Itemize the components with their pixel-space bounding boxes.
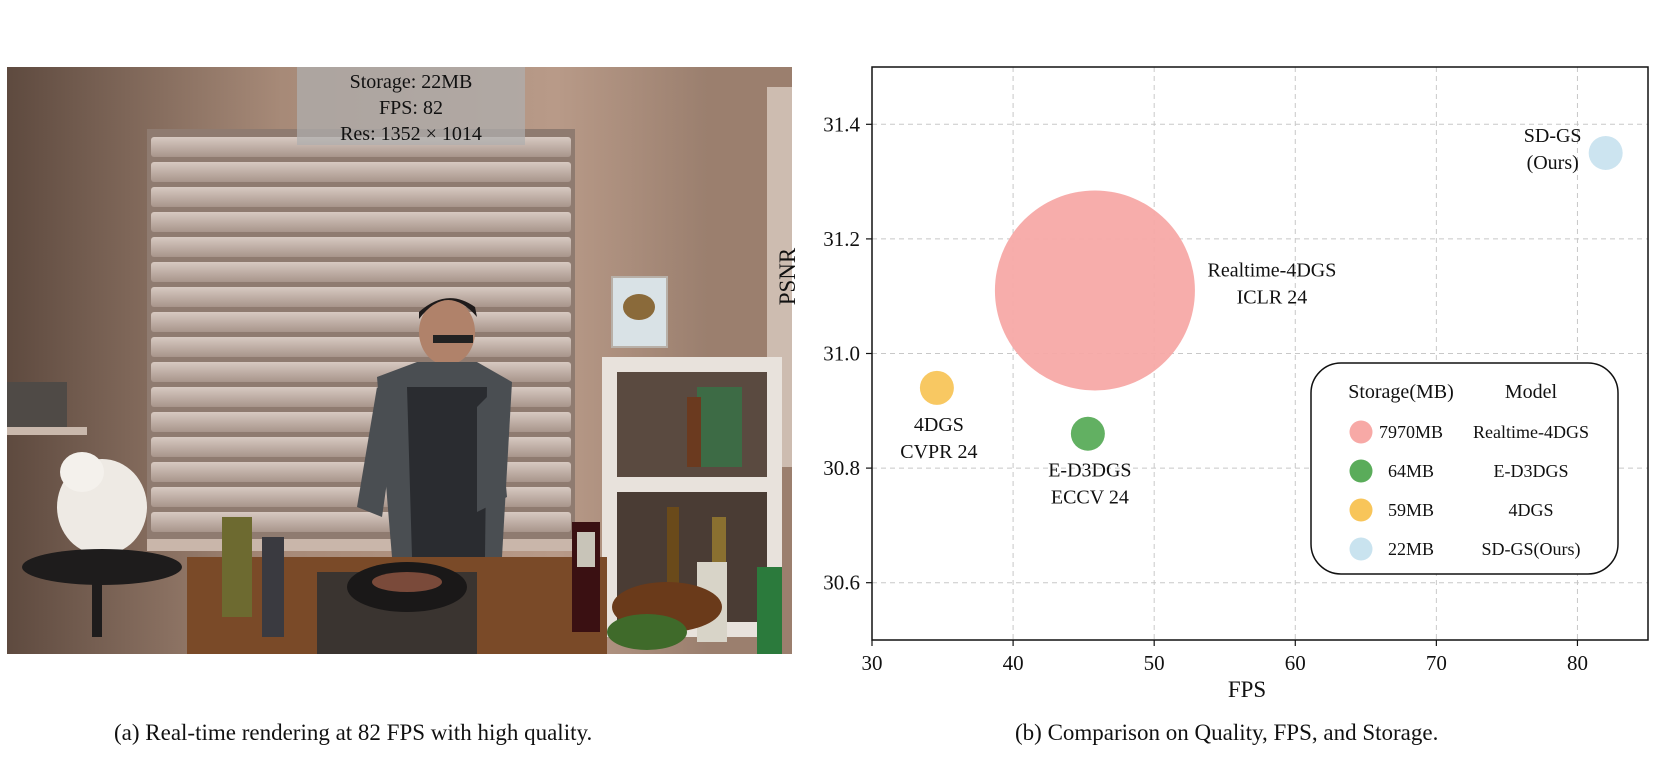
bubble-e-d3dgs bbox=[1070, 416, 1105, 451]
bubble-model-label: Realtime-4DGS bbox=[1207, 259, 1336, 281]
y-tick-label: 30.6 bbox=[823, 571, 860, 595]
legend-model-name: Realtime-4DGS bbox=[1473, 422, 1589, 442]
bubble-4dgs bbox=[919, 370, 954, 405]
legend-swatch bbox=[1349, 498, 1373, 522]
bubble-venue-label: ECCV 24 bbox=[1051, 487, 1129, 509]
legend-header-storage: Storage(MB) bbox=[1348, 381, 1454, 403]
legend-swatch bbox=[1349, 459, 1373, 483]
rendered-frame-image: Storage: 22MB FPS: 82 Res: 1352 × 1014 bbox=[7, 67, 792, 654]
bubble-venue-label: CVPR 24 bbox=[900, 441, 977, 463]
caption-a: (a) Real-time rendering at 82 FPS with h… bbox=[114, 720, 593, 745]
bubble-sd-gs bbox=[1588, 135, 1623, 170]
kitchen-scene-illustration bbox=[7, 67, 792, 654]
x-axis-label: FPS bbox=[1228, 677, 1266, 702]
caption-b: (b) Comparison on Quality, FPS, and Stor… bbox=[1015, 720, 1439, 745]
legend: Storage(MB) Model 7970MB Realtime-4DGS 64M… bbox=[1310, 362, 1619, 575]
bubble-venue-label: ICLR 24 bbox=[1237, 286, 1308, 308]
bubble-venue-label: (Ours) bbox=[1527, 152, 1579, 174]
legend-header-model: Model bbox=[1505, 381, 1558, 403]
resolution-stat: Res: 1352 × 1014 bbox=[340, 123, 482, 145]
storage-stat: Storage: 22MB bbox=[349, 71, 473, 93]
y-tick-label: 30.8 bbox=[823, 456, 860, 480]
y-axis-label: PSNR bbox=[775, 247, 800, 305]
legend-model-name: 4DGS bbox=[1508, 500, 1553, 520]
x-tick-label: 60 bbox=[1285, 651, 1306, 675]
y-tick-label: 31.4 bbox=[823, 112, 860, 136]
x-tick-label: 80 bbox=[1567, 651, 1588, 675]
legend-storage-value: 64MB bbox=[1388, 461, 1434, 481]
bubble-model-label: E-D3DGS bbox=[1048, 460, 1131, 482]
legend-box bbox=[1310, 362, 1619, 575]
render-stats-overlay: Storage: 22MB FPS: 82 Res: 1352 × 1014 bbox=[297, 67, 525, 145]
fps-stat: FPS: 82 bbox=[379, 97, 443, 119]
bubble-model-label: 4DGS bbox=[914, 414, 964, 436]
legend-storage-value: 59MB bbox=[1388, 500, 1434, 520]
legend-storage-value: 7970MB bbox=[1379, 422, 1443, 442]
legend-model-name: SD-GS(Ours) bbox=[1482, 539, 1581, 560]
bubble-model-label: SD-GS bbox=[1524, 125, 1582, 147]
legend-swatch bbox=[1349, 420, 1373, 444]
legend-storage-value: 22MB bbox=[1388, 539, 1434, 559]
dog-figure bbox=[22, 452, 182, 637]
legend-model-name: E-D3DGS bbox=[1494, 461, 1569, 481]
y-tick-label: 31.0 bbox=[823, 342, 860, 366]
legend-swatch bbox=[1349, 537, 1373, 561]
x-tick-label: 50 bbox=[1144, 651, 1165, 675]
x-tick-label: 70 bbox=[1426, 651, 1447, 675]
x-tick-label: 30 bbox=[862, 651, 883, 675]
person-cooking bbox=[357, 298, 512, 557]
bubble-realtime-4dgs bbox=[994, 190, 1195, 391]
y-tick-label: 31.2 bbox=[823, 227, 860, 251]
x-tick-label: 40 bbox=[1003, 651, 1024, 675]
